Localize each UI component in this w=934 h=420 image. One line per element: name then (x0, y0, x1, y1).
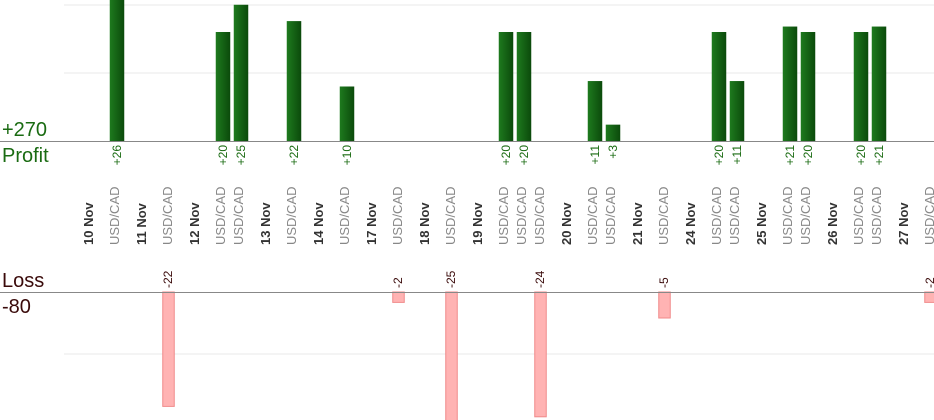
loss-value-label: -5 (657, 277, 671, 288)
value-labels: +26 -22 +20 +25 +22 +10 -2 -25 +20 +20 -24 +11 +3 -5 +… (110, 145, 934, 288)
date-label: 18 Nov (417, 202, 432, 245)
profit-value-label: +11 (730, 145, 744, 165)
pair-label: USD/CAD (585, 186, 600, 245)
pair-label: USD/CAD (709, 186, 724, 245)
profit-value-label: +26 (110, 145, 124, 166)
loss-bar (392, 291, 405, 303)
profit-bar (339, 86, 355, 141)
profit-bar (711, 32, 727, 141)
loss-bar (445, 291, 458, 420)
profit-value-label: +20 (499, 145, 513, 166)
pair-label: USD/CAD (780, 186, 795, 245)
date-label: 17 Nov (364, 202, 379, 245)
pair-label: USD/CAD (337, 186, 352, 245)
profit-value-label: +10 (340, 145, 354, 166)
profit-value-label: +20 (517, 145, 531, 166)
loss-bar (534, 291, 547, 418)
date-labels: 10 Nov USD/CAD 11 Nov USD/CAD 12 Nov USD/CAD U… (81, 186, 934, 245)
profit-value-label: +21 (783, 145, 797, 166)
loss-value-label: -22 (161, 270, 175, 288)
profit-bar (782, 26, 798, 141)
profit-value-label: +20 (854, 145, 868, 166)
profit-bar (871, 26, 887, 141)
date-label: 10 Nov (81, 202, 96, 245)
profit-bar (853, 32, 869, 141)
pair-label: USD/CAD (798, 186, 813, 245)
pair-label: USD/CAD (532, 186, 547, 245)
loss-value-label: -2 (923, 277, 934, 288)
pair-label: USD/CAD (443, 186, 458, 245)
profit-bar (498, 32, 514, 141)
date-label: 19 Nov (470, 202, 485, 245)
pair-label: USD/CAD (284, 186, 299, 245)
profit-value-label: +20 (801, 145, 815, 166)
profit-bar (286, 21, 302, 142)
profit-value-label: +25 (234, 145, 248, 166)
bars (109, 0, 934, 420)
loss-bar (162, 291, 175, 407)
date-label: 25 Nov (754, 202, 769, 245)
pair-label: USD/CAD (390, 186, 405, 245)
pair-label: USD/CAD (869, 186, 884, 245)
pair-label: USD/CAD (160, 186, 175, 245)
date-label: 12 Nov (187, 202, 202, 245)
date-label: 20 Nov (559, 202, 574, 245)
pair-label: USD/CAD (213, 186, 228, 245)
pair-label: USD/CAD (107, 186, 122, 245)
pair-label: USD/CAD (231, 186, 246, 245)
profit-bar (233, 4, 249, 141)
profit-bar (516, 32, 532, 141)
loss-total-label: -80 (2, 296, 31, 318)
date-label: 13 Nov (258, 202, 273, 245)
profit-value-label: +22 (287, 145, 301, 166)
profit-bar (729, 81, 745, 141)
profit-value-label: +3 (606, 145, 620, 159)
loss-bar (924, 291, 934, 303)
date-label: 27 Nov (896, 202, 911, 245)
profit-bar (605, 124, 621, 141)
pair-label: USD/CAD (922, 186, 934, 245)
profit-value-label: +11 (588, 145, 602, 165)
profit-bar (109, 0, 125, 141)
date-label: 11 Nov (134, 202, 149, 245)
date-label: 14 Nov (311, 202, 326, 245)
profit-label: Profit (2, 145, 49, 167)
profit-value-label: +20 (712, 145, 726, 166)
date-label: 21 Nov (630, 202, 645, 245)
date-label: 26 Nov (825, 202, 840, 245)
profit-total-label: +270 (2, 119, 48, 141)
profit-bar (800, 32, 816, 141)
pair-label: USD/CAD (603, 186, 618, 245)
pair-label: USD/CAD (656, 186, 671, 245)
loss-value-label: -25 (444, 270, 458, 288)
axes (0, 141, 934, 293)
profit-bar (215, 32, 231, 141)
loss-bar (658, 291, 671, 319)
pair-label: USD/CAD (727, 186, 742, 245)
loss-value-label: -2 (391, 277, 405, 288)
profit-bar (587, 81, 603, 141)
pair-label: USD/CAD (496, 186, 511, 245)
pair-label: USD/CAD (851, 186, 866, 245)
loss-value-label: -24 (533, 270, 547, 288)
profit-value-label: +21 (872, 145, 886, 166)
date-label: 24 Nov (683, 202, 698, 245)
loss-label: Loss (2, 270, 45, 292)
profit-value-label: +20 (216, 145, 230, 166)
pair-label: USD/CAD (514, 186, 529, 245)
